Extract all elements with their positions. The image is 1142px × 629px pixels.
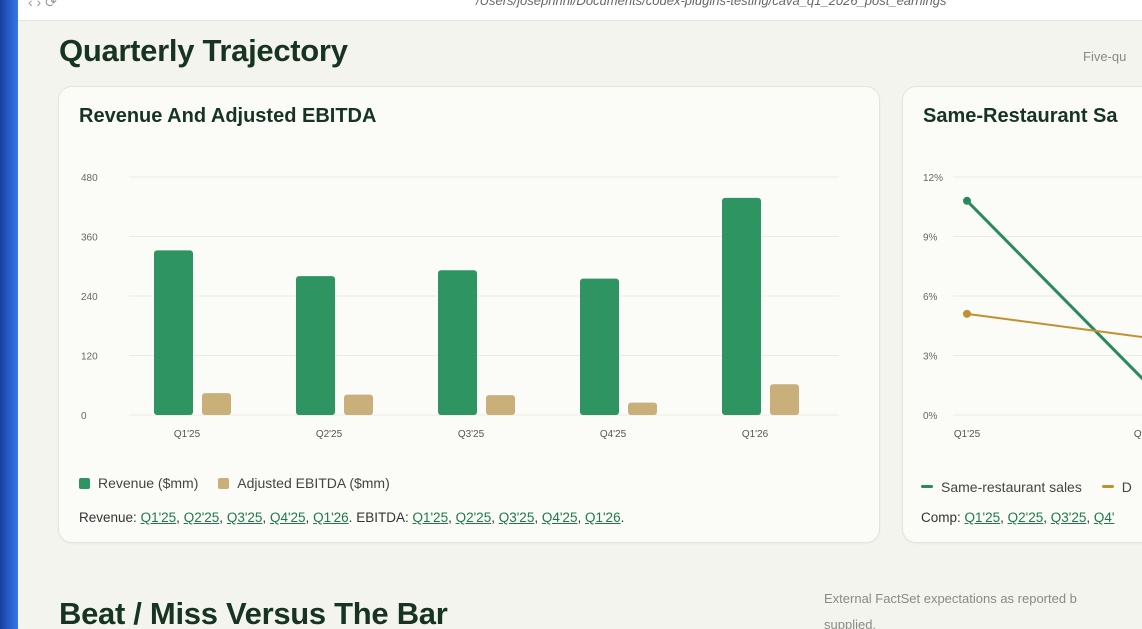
second-swatch: [1101, 485, 1114, 488]
comp-series-line: [965, 199, 1142, 381]
y-tick-label: 480: [81, 173, 98, 184]
x-tick-label: Q2'25: [1134, 429, 1142, 440]
same-restaurant-sales-chart: 0% 3% 6% 9% 12% Q1'25 Q2'25: [923, 173, 1142, 440]
section-note: Five-qu: [1083, 49, 1127, 64]
x-tick-label: Q1'26: [742, 429, 769, 440]
source-link-ebitda-q3-25[interactable]: Q3'25: [498, 510, 535, 525]
revenue-bar: [438, 270, 477, 415]
y-tick-label: 3%: [923, 352, 938, 363]
chart-legend: Revenue ($mm) Adjusted EBITDA ($mm): [79, 475, 406, 492]
source-link-ebitda-q2-25[interactable]: Q2'25: [455, 510, 492, 525]
card-title: Revenue And Adjusted EBITDA: [79, 105, 377, 127]
ebitda-bar: [486, 395, 515, 415]
revenue-sources-label: Revenue:: [79, 510, 137, 525]
source-link-revenue-q4-25[interactable]: Q4'25: [269, 510, 306, 525]
legend-item-second[interactable]: D: [1101, 478, 1132, 495]
revenue-bar: [722, 197, 761, 415]
ebitda-bar: [770, 384, 799, 415]
ebitda-swatch: [218, 477, 230, 489]
note-line-1: External FactSet expectations as reporte…: [824, 591, 1077, 606]
legend-label-revenue: Revenue ($mm): [98, 475, 199, 491]
second-series-line: [966, 312, 1142, 338]
beat-miss-section-title: Beat / Miss Versus The Bar: [59, 596, 448, 629]
card-title: Same-Restaurant Sa: [923, 105, 1118, 127]
comp-sources-label: Comp:: [921, 510, 961, 525]
section-title: Quarterly Trajectory: [59, 33, 348, 68]
revenue-swatch: [79, 477, 90, 489]
y-tick-label: 0%: [923, 411, 938, 422]
source-link-ebitda-q1-26[interactable]: Q1'26: [584, 510, 621, 525]
legend-item-comp[interactable]: Same-restaurant sales: [921, 479, 1082, 495]
y-tick-label: 120: [81, 352, 98, 363]
source-link-comp-q1-25[interactable]: Q1'25: [964, 510, 1001, 525]
y-tick-label: 0: [81, 411, 87, 422]
ebitda-bar: [344, 394, 373, 415]
legend-label-comp: Same-restaurant sales: [941, 478, 1082, 495]
source-link-revenue-q2-25[interactable]: Q2'25: [183, 510, 220, 525]
sources-line: Comp: Q1'25, Q2'25, Q3'25, Q4': [921, 510, 1115, 525]
legend-label-second: D: [1121, 478, 1132, 495]
source-link-comp-q4[interactable]: Q4': [1093, 510, 1115, 525]
source-link-revenue-q1-25[interactable]: Q1'25: [140, 510, 177, 525]
chart-legend: Same-restaurant sales D: [921, 475, 1142, 495]
y-tick-label: 9%: [923, 233, 938, 244]
beat-miss-section-note: External FactSet expectations as reporte…: [824, 586, 1077, 629]
legend-item-ebitda[interactable]: Adjusted EBITDA ($mm): [218, 475, 390, 491]
sources-line: Revenue: Q1'25, Q2'25, Q3'25, Q4'25, Q1'…: [79, 510, 625, 525]
source-link-revenue-q1-26[interactable]: Q1'26: [313, 510, 349, 525]
report-page: ‹ › ⟳ /Users/josephrini/Documents/codex-…: [18, 0, 1142, 629]
revenue-bar: [154, 250, 193, 415]
comp-swatch: [921, 485, 933, 488]
ebitda-sources-label: EBITDA:: [356, 510, 409, 525]
revenue-ebitda-chart: 0 120 240 360 480 Q1'25 Q2'25 Q3'25 Q4'25 Q1'26: [81, 173, 839, 440]
desktop-background-edge: [0, 0, 18, 629]
note-line-2: supplied.: [824, 617, 877, 629]
source-link-comp-q3-25[interactable]: Q3'25: [1050, 510, 1087, 525]
legend-item-revenue[interactable]: Revenue ($mm): [79, 475, 198, 491]
comp-point: [963, 196, 971, 205]
address-bar: ‹ › ⟳ /Users/josephrini/Documents/codex-…: [18, 0, 1142, 21]
second-point: [963, 309, 971, 318]
revenue-ebitda-card: Revenue And Adjusted EBITDA 0 120 240 360 48…: [58, 86, 880, 543]
x-tick-label: Q3'25: [458, 429, 485, 440]
x-tick-label: Q2'25: [316, 429, 343, 440]
x-tick-label: Q4'25: [600, 429, 627, 440]
source-link-ebitda-q1-25[interactable]: Q1'25: [412, 510, 449, 525]
file-path[interactable]: /Users/josephrini/Documents/codex-plugin…: [476, 0, 947, 8]
same-restaurant-sales-card: Same-Restaurant Sa 0% 3% 6% 9% 12% Q1'25 Q2'25…: [902, 86, 1142, 543]
ebitda-bar: [628, 402, 657, 415]
y-tick-label: 12%: [923, 173, 943, 184]
legend-label-ebitda: Adjusted EBITDA ($mm): [237, 475, 390, 491]
y-tick-label: 360: [81, 233, 98, 244]
revenue-bar: [296, 276, 335, 415]
y-tick-label: 6%: [923, 292, 938, 303]
y-tick-label: 240: [81, 292, 98, 303]
source-link-ebitda-q4-25[interactable]: Q4'25: [541, 510, 578, 525]
x-tick-label: Q1'25: [174, 429, 201, 440]
x-tick-label: Q1'25: [954, 429, 981, 440]
ebitda-bar: [202, 393, 231, 415]
revenue-bar: [580, 278, 619, 415]
source-link-revenue-q3-25[interactable]: Q3'25: [226, 510, 263, 525]
source-link-comp-q2-25[interactable]: Q2'25: [1007, 510, 1044, 525]
back-forward-icon[interactable]: ‹ › ⟳: [28, 0, 57, 10]
